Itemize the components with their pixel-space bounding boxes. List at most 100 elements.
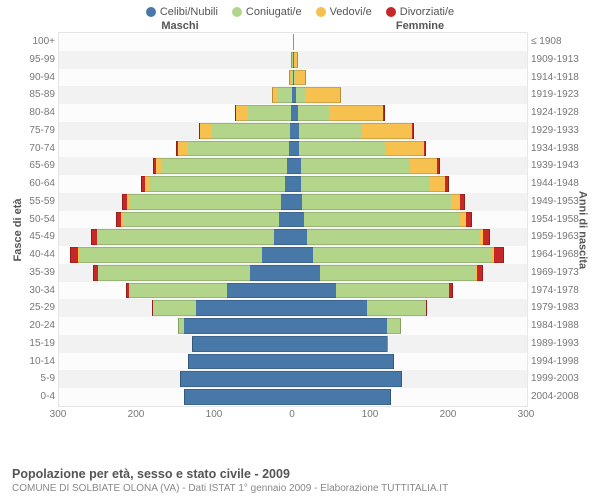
bar-segment	[274, 229, 294, 245]
age-label: 100+	[32, 33, 55, 51]
bar-segment	[180, 371, 293, 387]
bar-segment	[293, 300, 367, 316]
age-label: 45-49	[29, 228, 55, 246]
age-label: 0-4	[41, 388, 55, 406]
bar-segment	[153, 300, 196, 316]
bar-segment	[192, 336, 293, 352]
age-label: 95-99	[29, 51, 55, 69]
bar-male	[153, 158, 293, 174]
bar-segment	[293, 229, 307, 245]
column-headers: Maschi Femmine	[0, 20, 600, 32]
age-label: 55-59	[29, 193, 55, 211]
birth-year-label: 1994-1998	[531, 353, 579, 371]
bar-segment	[301, 176, 430, 192]
bar-segment	[387, 318, 401, 334]
bar-segment	[293, 212, 304, 228]
bar-segment	[227, 283, 293, 299]
age-label: 90-94	[29, 69, 55, 87]
bar-female	[293, 283, 453, 299]
bar-segment	[295, 70, 306, 86]
bar-male	[116, 212, 293, 228]
bar-segment	[387, 336, 388, 352]
bar-female	[293, 105, 385, 121]
bar-segment	[451, 194, 460, 210]
bar-segment	[437, 158, 440, 174]
bar-segment	[236, 105, 248, 121]
age-row: 5-91999-2003	[59, 370, 527, 388]
birth-year-label: 1929-1933	[531, 122, 579, 140]
bar-segment	[149, 176, 286, 192]
bar-segment	[367, 300, 426, 316]
bar-female	[293, 70, 306, 86]
bar-segment	[123, 212, 279, 228]
bar-female	[293, 176, 449, 192]
bar-segment	[385, 141, 424, 157]
bar-segment	[285, 176, 293, 192]
bar-female	[293, 247, 504, 263]
chart-area: Fasce di età Anni di nascita 100+≤ 19089…	[10, 32, 590, 427]
header-male: Maschi	[0, 20, 300, 32]
age-row: 15-191989-1993	[59, 335, 527, 353]
bar-segment	[412, 123, 414, 139]
birth-year-label: 1954-1958	[531, 211, 579, 229]
age-label: 15-19	[29, 335, 55, 353]
bar-segment	[304, 212, 460, 228]
bar-segment	[98, 229, 274, 245]
age-label: 35-39	[29, 264, 55, 282]
legend-swatch	[386, 7, 396, 17]
birth-year-label: 1999-2003	[531, 370, 579, 388]
bar-segment	[188, 141, 289, 157]
bar-male	[272, 87, 293, 103]
bar-male	[176, 141, 293, 157]
age-row: 80-841924-1928	[59, 104, 527, 122]
bar-segment	[301, 158, 410, 174]
age-label: 65-69	[29, 157, 55, 175]
bar-segment	[162, 158, 287, 174]
bar-segment	[429, 176, 445, 192]
bar-female	[293, 318, 401, 334]
legend-item: Coniugati/e	[232, 6, 302, 18]
legend-item: Celibi/Nubili	[146, 6, 218, 18]
age-label: 40-44	[29, 246, 55, 264]
bar-segment	[293, 176, 301, 192]
bar-male	[192, 336, 293, 352]
bar-segment	[278, 87, 292, 103]
age-row: 65-691939-1943	[59, 157, 527, 175]
bar-segment	[293, 34, 294, 50]
y-axis-left-title: Fasce di età	[12, 198, 24, 261]
bar-segment	[178, 141, 187, 157]
bar-segment	[293, 318, 387, 334]
x-tick: 300	[518, 409, 535, 420]
bar-female	[293, 141, 426, 157]
bar-segment	[293, 265, 320, 281]
age-row: 55-591949-1953	[59, 193, 527, 211]
bar-segment	[383, 105, 385, 121]
bar-female	[293, 336, 388, 352]
bar-male	[152, 300, 293, 316]
birth-year-label: 1919-1923	[531, 86, 579, 104]
age-row: 75-791929-1933	[59, 122, 527, 140]
header-female: Femmine	[300, 20, 600, 32]
bar-male	[178, 318, 293, 334]
bar-female	[293, 229, 490, 245]
bar-segment	[70, 247, 78, 263]
birth-year-label: 1934-1938	[531, 140, 579, 158]
bar-male	[199, 123, 293, 139]
bar-segment	[313, 247, 492, 263]
bar-segment	[296, 87, 305, 103]
x-tick: 200	[128, 409, 145, 420]
legend-swatch	[146, 7, 156, 17]
age-row: 10-141994-1998	[59, 353, 527, 371]
bar-segment	[184, 389, 293, 405]
birth-year-label: 1989-1993	[531, 335, 579, 353]
age-label: 25-29	[29, 299, 55, 317]
bar-male	[126, 283, 293, 299]
bar-segment	[336, 283, 449, 299]
bar-segment	[307, 229, 479, 245]
bar-segment	[281, 194, 293, 210]
bar-segment	[188, 354, 293, 370]
birth-year-label: 2004-2008	[531, 388, 579, 406]
birth-year-label: 1944-1948	[531, 175, 579, 193]
birth-year-label: 1984-1988	[531, 317, 579, 335]
birth-year-label: 1979-1983	[531, 299, 579, 317]
